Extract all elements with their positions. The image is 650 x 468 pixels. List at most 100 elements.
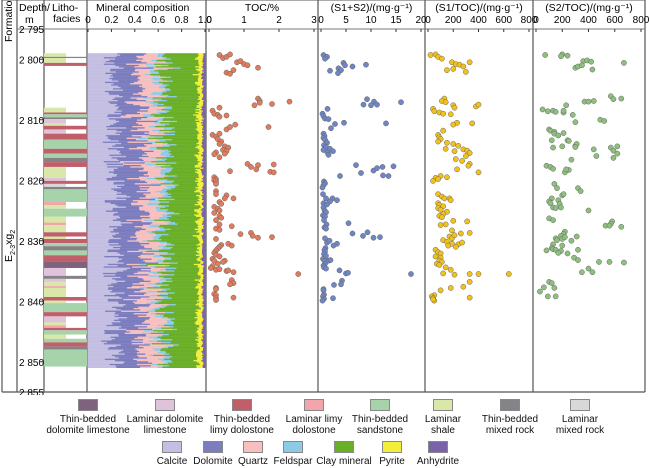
mineral-bar-calcite — [88, 153, 122, 155]
mineral-bar-dolomite — [118, 140, 148, 142]
mineral-bar-anhydrite — [201, 339, 206, 341]
mineral-bar-anhydrite — [203, 278, 206, 280]
mineral-bar-calcite — [88, 284, 108, 287]
mineral-bar-quartz — [139, 188, 163, 190]
legend-label: Thin-bedded — [213, 414, 271, 425]
mineral-tick-label: 0.6 — [151, 15, 165, 26]
mineral-bar-feldspar — [155, 230, 166, 232]
mineral-bar-pyrite — [196, 248, 203, 250]
mineral-bar-dolomite — [105, 61, 142, 63]
mineral-bar-clay_mineral — [171, 360, 194, 362]
mineral-bar-quartz — [139, 209, 158, 211]
mineral-bar-quartz — [131, 285, 154, 288]
mineral-bar-dolomite — [104, 90, 144, 93]
mineral-bar-dolomite — [108, 241, 140, 244]
data-point — [465, 162, 472, 169]
mineral-bar-feldspar — [153, 308, 160, 310]
mineral-bar-feldspar — [159, 217, 168, 219]
mineral-bar-anhydrite — [202, 58, 206, 60]
mineral-bar-dolomite — [118, 80, 138, 82]
mineral-bar-quartz — [125, 114, 143, 116]
mineral-bar-clay_mineral — [174, 292, 198, 294]
mineral-bar-quartz — [143, 159, 158, 162]
mineral-bar-calcite — [88, 179, 107, 181]
panel-title: (S2/TOC)/(mg·g⁻¹) — [545, 2, 633, 14]
mineral-bar-feldspar — [165, 265, 170, 267]
legend-item-feldspar: Feldspar — [253, 441, 333, 467]
mineral-bar-calcite — [88, 261, 118, 263]
data-point — [225, 267, 232, 274]
data-point — [451, 148, 458, 155]
mineral-bar-quartz — [133, 358, 159, 361]
mineral-bar-clay_mineral — [158, 81, 196, 84]
mineral-bar-pyrite — [198, 297, 203, 300]
mineral-bar-clay_mineral — [178, 184, 198, 186]
mineral-bar-calcite — [88, 93, 110, 95]
mineral-bar-anhydrite — [201, 76, 206, 79]
mineral-bar-dolomite — [107, 263, 127, 266]
mineral-bar-pyrite — [198, 63, 204, 66]
legend-swatch — [382, 441, 402, 453]
data-point — [551, 285, 558, 291]
mineral-bar-calcite — [88, 226, 110, 228]
lithofacies-bed — [44, 216, 66, 223]
mineral-bar-quartz — [146, 335, 159, 337]
mineral-bar-pyrite — [196, 366, 204, 368]
mineral-bar-anhydrite — [202, 133, 206, 136]
data-point — [216, 253, 223, 260]
legend-item-thin_bedded_dolomite_limestone: Thin-bedded dolomite limestone — [38, 399, 138, 436]
mineral-bar-clay_mineral — [173, 323, 196, 326]
data-point — [334, 197, 340, 204]
mineral-bar-feldspar — [167, 223, 178, 225]
mineral-bar-pyrite — [199, 64, 204, 67]
data-point — [454, 166, 460, 173]
mineral-bar-dolomite — [118, 66, 135, 68]
mineral-bar-pyrite — [196, 258, 201, 261]
mineral-bar-anhydrite — [203, 175, 206, 177]
mineral-bar-pyrite — [199, 94, 204, 97]
mineral-bar-anhydrite — [202, 348, 206, 350]
mineral-bar-pyrite — [197, 344, 203, 346]
mineral-bar-pyrite — [198, 139, 203, 141]
mineral-bar-anhydrite — [202, 115, 206, 118]
mineral-bar-anhydrite — [201, 111, 206, 114]
mineral-bar-feldspar — [159, 140, 167, 142]
mineral-bar-quartz — [137, 271, 149, 274]
mineral-bar-dolomite — [118, 318, 150, 320]
mineral-bar-clay_mineral — [162, 119, 196, 121]
mineral-bar-pyrite — [193, 360, 202, 362]
mineral-bar-anhydrite — [202, 97, 206, 99]
mineral-bar-anhydrite — [202, 354, 206, 357]
mineral-bar-pyrite — [197, 318, 204, 320]
data-point — [554, 185, 560, 191]
mineral-bar-calcite — [88, 306, 113, 309]
mineral-bar-feldspar — [165, 162, 177, 164]
mineral-bar-quartz — [137, 76, 165, 79]
mineral-bar-anhydrite — [202, 116, 206, 119]
mineral-bar-pyrite — [198, 101, 204, 103]
mineral-bar-dolomite — [126, 269, 142, 271]
mineral-bar-feldspar — [167, 175, 178, 177]
mineral-bar-calcite — [88, 314, 119, 316]
mineral-bar-dolomite — [120, 87, 143, 89]
mineral-bar-pyrite — [197, 162, 203, 164]
mineral-bar-clay_mineral — [162, 335, 200, 337]
mineral-bar-calcite — [88, 269, 128, 271]
mineral-bar-pyrite — [197, 102, 204, 105]
data-point — [575, 246, 581, 253]
mineral-bar-dolomite — [121, 326, 148, 328]
mineral-bar-calcite — [88, 348, 108, 350]
mineral-bar-calcite — [88, 64, 116, 67]
mineral-bar-dolomite — [123, 67, 154, 69]
mineral-bar-clay_mineral — [167, 317, 195, 319]
mineral-bar-clay_mineral — [153, 101, 200, 103]
legend-item-clay_mineral: Clay mineral — [304, 441, 384, 467]
mineral-bar-pyrite — [199, 107, 203, 110]
mineral-bar-quartz — [137, 57, 163, 59]
mineral-bar-dolomite — [105, 310, 122, 313]
mineral-bar-dolomite — [118, 301, 134, 303]
mineral-bar-calcite — [88, 283, 112, 285]
mineral-bar-quartz — [126, 263, 141, 266]
data-point — [330, 295, 336, 302]
mineral-bar-calcite — [88, 265, 118, 267]
